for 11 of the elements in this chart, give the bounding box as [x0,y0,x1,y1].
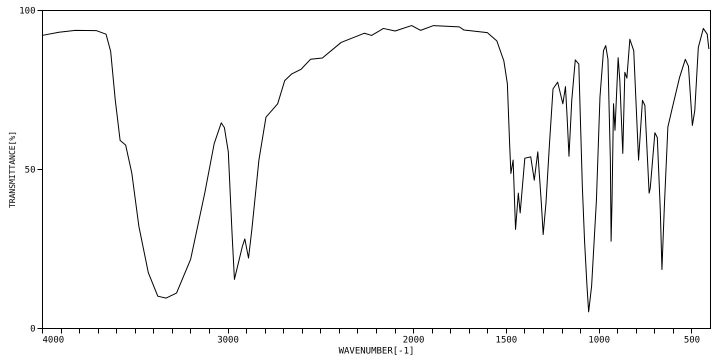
x-tick-label: 2000 [402,336,424,346]
y-axis-title: TRANSMITTANCE[%] [8,130,18,208]
x-tick-label: 4000 [42,336,64,346]
y-tick-label: 50 [24,166,36,176]
x-axis-title: WAVENUMBER[-1] [338,346,414,356]
x-tick-label: 500 [684,336,700,346]
x-tick-label: 1000 [588,336,610,346]
x-tick-label: 1500 [496,336,518,346]
x-tick-label: 3000 [217,336,239,346]
y-tick-label: 0 [30,324,36,334]
y-tick-label: 100 [19,6,36,16]
